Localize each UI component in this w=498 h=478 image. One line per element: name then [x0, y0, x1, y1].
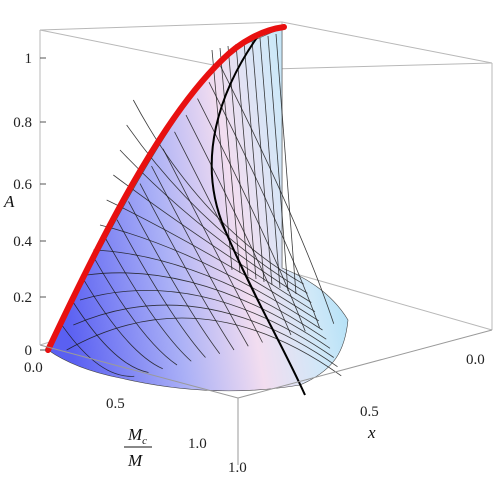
mc-axis-label-numerator: Mc	[127, 425, 147, 447]
mesh-line	[79, 290, 334, 358]
mesh-line	[132, 99, 304, 285]
mesh-line	[185, 114, 292, 336]
mesh-line	[243, 41, 265, 283]
x-tick-1: 1.0	[228, 460, 247, 476]
mesh-line	[70, 298, 149, 373]
mesh-line	[93, 249, 327, 340]
mesh-line	[219, 47, 241, 274]
mc-axis: 0.0 0.5 1.0 Mc M	[24, 360, 207, 470]
mesh-line	[99, 224, 323, 331]
a-tick-0-8: 0.8	[13, 115, 32, 131]
a-axis-label: A	[3, 192, 15, 211]
mc-tick-1: 1.0	[188, 436, 207, 452]
red-curve	[45, 24, 287, 353]
bounding-box-front	[39, 329, 493, 465]
x-tick-0-5: 0.5	[360, 404, 379, 420]
mesh-line	[113, 174, 316, 313]
mc-tick-0-5: 0.5	[106, 396, 125, 412]
mesh-line	[211, 49, 233, 271]
mesh-line	[82, 277, 163, 370]
mesh-line	[235, 43, 257, 280]
mesh-line	[267, 35, 289, 292]
mesh-line	[275, 33, 297, 295]
mesh-line	[151, 165, 249, 347]
mesh-line	[106, 199, 319, 322]
a-tick-1: 1	[25, 51, 33, 67]
mesh-line	[259, 37, 281, 289]
black-curve	[210, 35, 306, 396]
mesh-line	[139, 183, 235, 351]
mesh-line	[73, 304, 338, 367]
mesh-line	[251, 39, 273, 286]
a-tick-0: 0	[25, 343, 33, 359]
mesh-line	[66, 317, 342, 377]
mesh-line	[86, 272, 331, 349]
mc-axis-label-denominator: M	[127, 451, 143, 470]
mesh-line	[208, 82, 320, 328]
mesh-line	[116, 219, 206, 358]
x-axis-label: x	[367, 423, 376, 442]
x-tick-0: 0.0	[466, 352, 485, 368]
mesh-line	[126, 124, 308, 294]
mesh-line	[197, 98, 306, 332]
mesh-line	[93, 257, 178, 366]
a-tick-0-4: 0.4	[13, 234, 32, 250]
a-tick-0-6: 0.6	[13, 177, 32, 193]
a-tick-0-2: 0.2	[13, 290, 32, 306]
mesh-line	[227, 45, 249, 277]
a-axis: 0 0.2 0.4 0.6 0.8 1 A	[3, 51, 46, 359]
mesh-line	[220, 65, 335, 324]
mc-tick-0: 0.0	[24, 360, 43, 376]
surface-mesh	[59, 33, 342, 377]
mesh-line	[59, 321, 135, 377]
mesh-line	[105, 238, 192, 362]
x-axis: 0.0 0.5 1.0 x	[228, 352, 485, 476]
